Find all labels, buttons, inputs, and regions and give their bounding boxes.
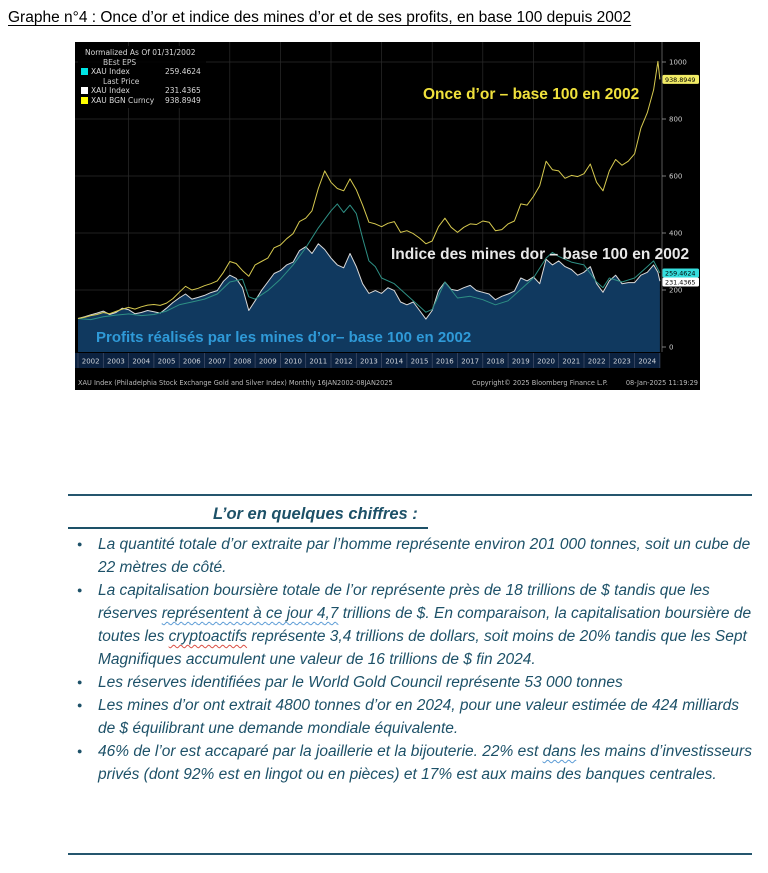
section-heading: L’or en quelques chiffres : xyxy=(68,505,428,529)
svg-text:2023: 2023 xyxy=(613,358,631,366)
svg-text:2015: 2015 xyxy=(411,358,429,366)
legend-value: 231.4365 xyxy=(165,86,201,95)
legend-row-eps: XAU Index 259.4624 xyxy=(81,67,201,77)
chart-svg: 2002 2003 2004 2005 2006 2007 2008 2009 2010 2011… xyxy=(75,42,699,368)
page-title: Graphe n°4 : Once d’or et indice des min… xyxy=(8,9,632,26)
bullet-text: représente 3,4 trillions de dollars, soi… xyxy=(98,628,747,668)
svg-text:2022: 2022 xyxy=(588,358,606,366)
svg-text:2012: 2012 xyxy=(335,358,353,366)
list-item: 46% de l’or est accaparé par la joailler… xyxy=(68,740,760,786)
svg-text:2014: 2014 xyxy=(385,358,403,366)
svg-text:2017: 2017 xyxy=(461,358,479,366)
legend-group-last-price: Last Price xyxy=(103,76,140,86)
svg-text:2007: 2007 xyxy=(208,358,226,366)
annotation-mines-index: Indice des mines dor – base 100 en 2002 xyxy=(391,246,690,263)
svg-text:2008: 2008 xyxy=(234,358,252,366)
yellow-swatch-icon xyxy=(81,96,88,104)
bullet-text: Les réserves identifiées par le World Go… xyxy=(98,674,623,691)
svg-text:2020: 2020 xyxy=(537,358,555,366)
chart-footer-copyright: Copyright© 2025 Bloomberg Finance L.P. xyxy=(471,379,608,387)
legend-value: 259.4624 xyxy=(165,67,201,76)
legend-value: 938.8949 xyxy=(165,95,201,105)
bullet-text: Les mines d’or ont extrait 4800 tonnes d… xyxy=(98,697,740,737)
legend-label: XAU BGN Curncy xyxy=(91,95,155,105)
legend-normalized-label: Normalized As Of 01/31/2002 xyxy=(85,48,196,57)
chart-legend: Normalized As Of 01/31/2002 BEst EPS XAU… xyxy=(78,46,206,108)
white-swatch-icon xyxy=(81,87,88,95)
spellcheck-marked-text: dans xyxy=(542,743,577,760)
svg-text:2016: 2016 xyxy=(436,358,454,366)
svg-text:0: 0 xyxy=(669,344,673,352)
svg-text:2006: 2006 xyxy=(183,358,201,366)
svg-text:400: 400 xyxy=(669,230,682,238)
list-item: Les réserves identifiées par le World Go… xyxy=(68,671,760,694)
svg-text:2004: 2004 xyxy=(132,358,150,366)
cyan-swatch-icon xyxy=(81,68,88,76)
svg-text:2003: 2003 xyxy=(107,358,125,366)
svg-text:2013: 2013 xyxy=(360,358,378,366)
legend-row-mines: XAU Index 231.4365 xyxy=(81,86,201,96)
bullet-text: La capitalisation boursière totale de l’… xyxy=(98,582,710,622)
bullet-text: La quantité totale d’or extraite par l’h… xyxy=(98,536,751,576)
svg-text:600: 600 xyxy=(669,173,682,181)
svg-text:2011: 2011 xyxy=(309,358,327,366)
svg-text:2005: 2005 xyxy=(158,358,176,366)
chart-image: 2002 2003 2004 2005 2006 2007 2008 2009 2010 2011… xyxy=(75,42,700,390)
svg-text:2019: 2019 xyxy=(512,358,530,366)
bullet-text: 46% de l’or est accaparé par la joailler… xyxy=(98,743,543,760)
chart-footer-timestamp: 08-Jan-2025 11:19:29 xyxy=(625,379,698,387)
bullet-list: La quantité totale d’or extraite par l’h… xyxy=(68,533,760,786)
svg-text:259.4624: 259.4624 xyxy=(665,269,696,277)
bullet-text: trillions de $. En comparaison, la capit… xyxy=(98,605,752,645)
svg-text:2021: 2021 xyxy=(562,358,580,366)
svg-text:2009: 2009 xyxy=(259,358,277,366)
spellcheck-marked-text: représentent à ce jour 4,7 xyxy=(161,605,339,622)
svg-text:938.8949: 938.8949 xyxy=(665,76,696,84)
bottom-divider xyxy=(68,853,752,855)
list-item: Les mines d’or ont extrait 4800 tonnes d… xyxy=(68,694,760,740)
annotation-gold-ounce: Once d’or – base 100 en 2002 xyxy=(423,86,640,103)
svg-text:2018: 2018 xyxy=(487,358,505,366)
legend-label: XAU Index xyxy=(91,86,130,95)
svg-text:2010: 2010 xyxy=(284,358,302,366)
annotation-mines-profits: Profits réalisés par les mines d’or– bas… xyxy=(96,329,472,346)
chart-footer: XAU Index (Philadelphia Stock Exchange G… xyxy=(78,379,698,387)
list-item: La quantité totale d’or extraite par l’h… xyxy=(68,533,760,579)
list-item: La capitalisation boursière totale de l’… xyxy=(68,579,760,671)
spellcheck-marked-text: cryptoactifs xyxy=(168,628,248,645)
svg-text:2002: 2002 xyxy=(82,358,100,366)
bullet-text: les mains d’investisseurs privés (dont 9… xyxy=(98,743,752,783)
svg-text:231.4365: 231.4365 xyxy=(665,278,696,286)
svg-text:800: 800 xyxy=(669,116,682,124)
svg-text:200: 200 xyxy=(669,287,682,295)
top-divider xyxy=(68,494,752,496)
legend-label: XAU Index xyxy=(91,67,130,76)
chart-footer-index-description: XAU Index (Philadelphia Stock Exchange G… xyxy=(78,379,393,387)
legend-row-gold: XAU BGN Curncy 938.8949 xyxy=(81,96,201,106)
legend-group-best-eps: BEst EPS xyxy=(103,57,137,67)
svg-text:2024: 2024 xyxy=(638,358,656,366)
svg-text:1000: 1000 xyxy=(669,59,687,67)
